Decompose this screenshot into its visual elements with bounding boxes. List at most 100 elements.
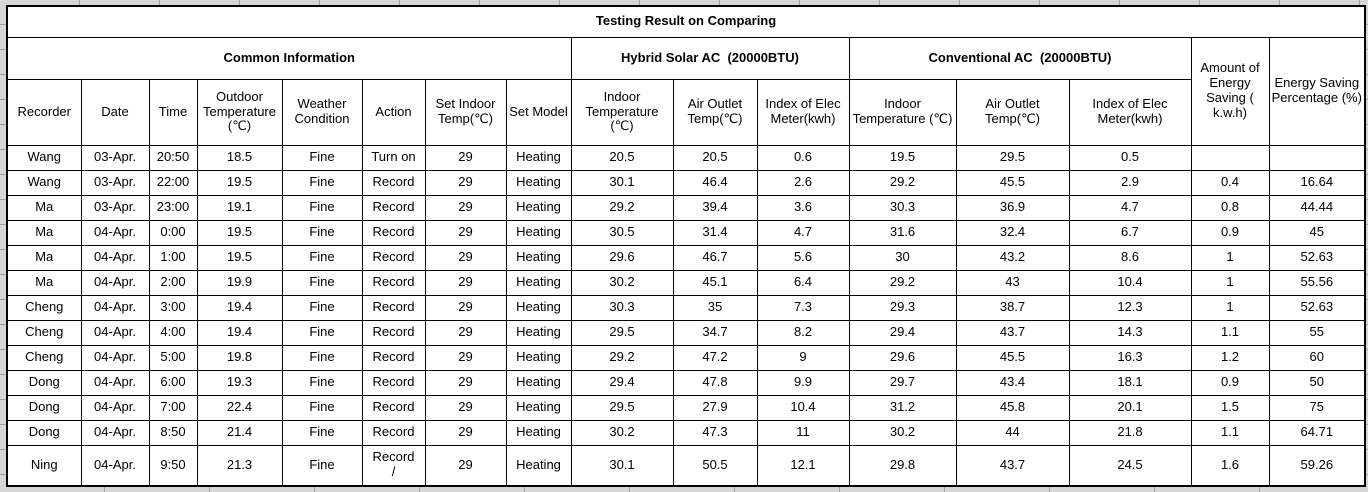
- cell-set-indoor-temp[interactable]: 29: [424, 319, 507, 346]
- cell-conv-indoor-temp[interactable]: 31.2: [848, 394, 957, 421]
- cell-recorder[interactable]: Ma: [6, 269, 82, 296]
- cell-set-model[interactable]: Heating: [505, 319, 572, 346]
- cell-set-indoor-temp[interactable]: 29: [424, 169, 507, 196]
- cell-date[interactable]: 03-Apr.: [80, 144, 150, 171]
- cell-energy-saving-percentage[interactable]: 64.71: [1268, 419, 1366, 446]
- cell-conv-indoor-temp[interactable]: 29.7: [848, 369, 957, 396]
- cell-hybrid-air-outlet-temp[interactable]: 47.8: [672, 369, 758, 396]
- cell-date[interactable]: 04-Apr.: [80, 244, 150, 271]
- cell-time[interactable]: 1:00: [148, 244, 198, 271]
- cell-outdoor-temp[interactable]: 19.1: [196, 194, 283, 221]
- cell-conv-elec-index[interactable]: 12.3: [1068, 294, 1192, 321]
- column-header-conventional-air-outlet-temp[interactable]: Air Outlet Temp(℃): [955, 78, 1070, 146]
- cell-conv-elec-index[interactable]: 6.7: [1068, 219, 1192, 246]
- cell-set-indoor-temp[interactable]: 29: [424, 194, 507, 221]
- cell-set-model[interactable]: Heating: [505, 269, 572, 296]
- cell-set-model[interactable]: Heating: [505, 394, 572, 421]
- cell-outdoor-temp[interactable]: 19.5: [196, 169, 283, 196]
- cell-outdoor-temp[interactable]: 22.4: [196, 394, 283, 421]
- cell-hybrid-indoor-temp[interactable]: 30.2: [570, 269, 674, 296]
- cell-set-indoor-temp[interactable]: 29: [424, 219, 507, 246]
- column-header-time[interactable]: Time: [148, 78, 198, 146]
- cell-energy-saving-percentage[interactable]: 55: [1268, 319, 1366, 346]
- cell-set-indoor-temp[interactable]: 29: [424, 144, 507, 171]
- cell-set-indoor-temp[interactable]: 29: [424, 394, 507, 421]
- cell-weather-condition[interactable]: Fine: [281, 269, 363, 296]
- cell-weather-condition[interactable]: Fine: [281, 194, 363, 221]
- cell-conv-indoor-temp[interactable]: 31.6: [848, 219, 957, 246]
- column-header-energy-saving-amount[interactable]: Amount of Energy Saving ( k.w.h): [1190, 36, 1270, 146]
- cell-conv-air-outlet-temp[interactable]: 45.5: [955, 169, 1070, 196]
- group-header-common-information[interactable]: Common Information: [6, 36, 572, 80]
- cell-conv-air-outlet-temp[interactable]: 43.2: [955, 244, 1070, 271]
- cell-conv-air-outlet-temp[interactable]: 43: [955, 269, 1070, 296]
- cell-conv-air-outlet-temp[interactable]: 29.5: [955, 144, 1070, 171]
- cell-time[interactable]: 0:00: [148, 219, 198, 246]
- cell-time[interactable]: 20:50: [148, 144, 198, 171]
- cell-energy-saving-percentage[interactable]: 50: [1268, 369, 1366, 396]
- cell-hybrid-air-outlet-temp[interactable]: 47.2: [672, 344, 758, 371]
- column-header-outdoor-temperature[interactable]: Outdoor Temperature (℃): [196, 78, 283, 146]
- cell-time[interactable]: 2:00: [148, 269, 198, 296]
- cell-weather-condition[interactable]: Fine: [281, 219, 363, 246]
- cell-set-indoor-temp[interactable]: 29: [424, 444, 507, 487]
- cell-outdoor-temp[interactable]: 19.9: [196, 269, 283, 296]
- cell-set-model[interactable]: Heating: [505, 219, 572, 246]
- column-header-hybrid-air-outlet-temp[interactable]: Air Outlet Temp(℃): [672, 78, 758, 146]
- cell-conv-indoor-temp[interactable]: 30: [848, 244, 957, 271]
- cell-recorder[interactable]: Dong: [6, 419, 82, 446]
- cell-weather-condition[interactable]: Fine: [281, 244, 363, 271]
- cell-energy-saving-percentage[interactable]: 75: [1268, 394, 1366, 421]
- column-header-action[interactable]: Action: [361, 78, 426, 146]
- cell-energy-saving-amount[interactable]: 1: [1190, 244, 1270, 271]
- column-header-hybrid-indoor-temperature[interactable]: Indoor Temperature (℃): [570, 78, 674, 146]
- cell-conv-indoor-temp[interactable]: 30.2: [848, 419, 957, 446]
- cell-recorder[interactable]: Wang: [6, 169, 82, 196]
- cell-energy-saving-amount[interactable]: 1.1: [1190, 319, 1270, 346]
- cell-conv-elec-index[interactable]: 8.6: [1068, 244, 1192, 271]
- cell-conv-elec-index[interactable]: 2.9: [1068, 169, 1192, 196]
- cell-conv-elec-index[interactable]: 10.4: [1068, 269, 1192, 296]
- cell-hybrid-indoor-temp[interactable]: 30.1: [570, 169, 674, 196]
- cell-recorder[interactable]: Ma: [6, 244, 82, 271]
- cell-set-model[interactable]: Heating: [505, 244, 572, 271]
- cell-conv-elec-index[interactable]: 0.5: [1068, 144, 1192, 171]
- cell-conv-air-outlet-temp[interactable]: 38.7: [955, 294, 1070, 321]
- cell-outdoor-temp[interactable]: 19.5: [196, 219, 283, 246]
- cell-hybrid-indoor-temp[interactable]: 30.3: [570, 294, 674, 321]
- cell-set-indoor-temp[interactable]: 29: [424, 269, 507, 296]
- cell-outdoor-temp[interactable]: 21.3: [196, 444, 283, 487]
- cell-recorder[interactable]: Ma: [6, 194, 82, 221]
- cell-date[interactable]: 04-Apr.: [80, 394, 150, 421]
- cell-action[interactable]: Record: [361, 344, 426, 371]
- cell-set-model[interactable]: Heating: [505, 294, 572, 321]
- cell-set-model[interactable]: Heating: [505, 194, 572, 221]
- column-header-conventional-elec-meter-index[interactable]: Index of Elec Meter(kwh): [1068, 78, 1192, 146]
- cell-time[interactable]: 4:00: [148, 319, 198, 346]
- cell-set-model[interactable]: Heating: [505, 344, 572, 371]
- cell-hybrid-indoor-temp[interactable]: 30.2: [570, 419, 674, 446]
- cell-energy-saving-percentage[interactable]: [1268, 144, 1366, 171]
- cell-outdoor-temp[interactable]: 19.5: [196, 244, 283, 271]
- cell-set-indoor-temp[interactable]: 29: [424, 419, 507, 446]
- cell-energy-saving-amount[interactable]: 0.9: [1190, 369, 1270, 396]
- cell-hybrid-air-outlet-temp[interactable]: 50.5: [672, 444, 758, 487]
- cell-hybrid-air-outlet-temp[interactable]: 35: [672, 294, 758, 321]
- cell-conv-indoor-temp[interactable]: 29.4: [848, 319, 957, 346]
- cell-date[interactable]: 04-Apr.: [80, 319, 150, 346]
- cell-set-indoor-temp[interactable]: 29: [424, 244, 507, 271]
- cell-outdoor-temp[interactable]: 19.4: [196, 294, 283, 321]
- cell-date[interactable]: 04-Apr.: [80, 294, 150, 321]
- cell-set-indoor-temp[interactable]: 29: [424, 369, 507, 396]
- cell-recorder[interactable]: Wang: [6, 144, 82, 171]
- cell-date[interactable]: 04-Apr.: [80, 419, 150, 446]
- cell-outdoor-temp[interactable]: 21.4: [196, 419, 283, 446]
- cell-action[interactable]: Record: [361, 294, 426, 321]
- cell-hybrid-air-outlet-temp[interactable]: 39.4: [672, 194, 758, 221]
- cell-recorder[interactable]: Ning: [6, 444, 82, 487]
- cell-recorder[interactable]: Dong: [6, 394, 82, 421]
- cell-outdoor-temp[interactable]: 19.4: [196, 319, 283, 346]
- cell-energy-saving-percentage[interactable]: 45: [1268, 219, 1366, 246]
- cell-conv-indoor-temp[interactable]: 19.5: [848, 144, 957, 171]
- cell-date[interactable]: 04-Apr.: [80, 444, 150, 487]
